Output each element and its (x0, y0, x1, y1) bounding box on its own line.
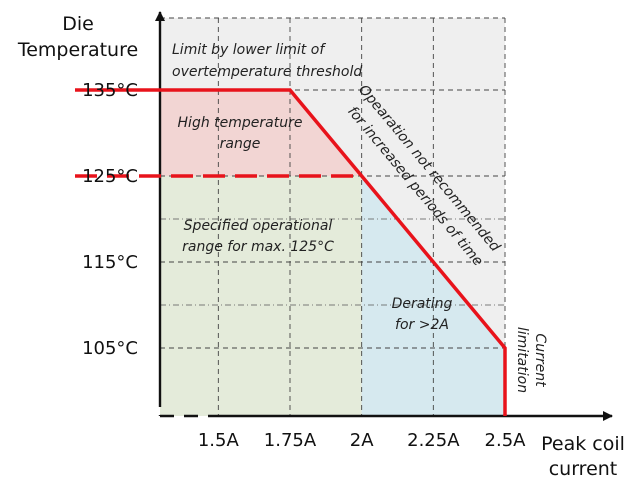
specified-operational-range (160, 176, 362, 416)
annotation-current-limit-line1: Current (532, 333, 548, 387)
high-temperature-range (160, 90, 362, 176)
x-axis-title-line2: current (549, 458, 618, 480)
region-label-high-temp-line1: High temperature (178, 115, 303, 131)
region-label-derating-line1: Derating (392, 296, 453, 312)
region-label-derating-line2: for >2A (395, 317, 449, 333)
x-axis-title-line1: Peak coil (541, 433, 625, 455)
y-axis-title-line1: Die (62, 13, 94, 35)
limit-curves (75, 88, 507, 416)
x-tick-label-1: 1.75A (264, 430, 317, 451)
y-tick-label-3: 135°C (82, 80, 138, 101)
annotation-top-limit-line1: Limit by lower limit of (172, 42, 326, 58)
y-tick-label-2: 125°C (82, 166, 138, 187)
axes (155, 11, 613, 421)
y-axis-title-line2: Temperature (17, 39, 138, 61)
region-fills (160, 18, 505, 416)
y-tick-label-0: 105°C (82, 338, 138, 359)
annotation-current-limit-line2: limitation (514, 327, 530, 393)
region-label-high-temp-line2: range (220, 136, 261, 152)
x-tick-label-4: 2.5A (485, 430, 527, 451)
annotation-top-limit-line2: overtemperature threshold (172, 64, 362, 80)
region-label-specified-line2: range for max. 125°C (182, 239, 334, 255)
x-tick-label-3: 2.25A (407, 430, 460, 451)
x-tick-label-0: 1.5A (198, 430, 240, 451)
derating-region (361, 176, 505, 416)
limit-curve (75, 88, 507, 416)
y-tick-label-1: 115°C (82, 252, 138, 273)
x-tick-label-2: 2A (350, 430, 374, 451)
region-label-specified-line1: Specified operational (184, 218, 333, 234)
